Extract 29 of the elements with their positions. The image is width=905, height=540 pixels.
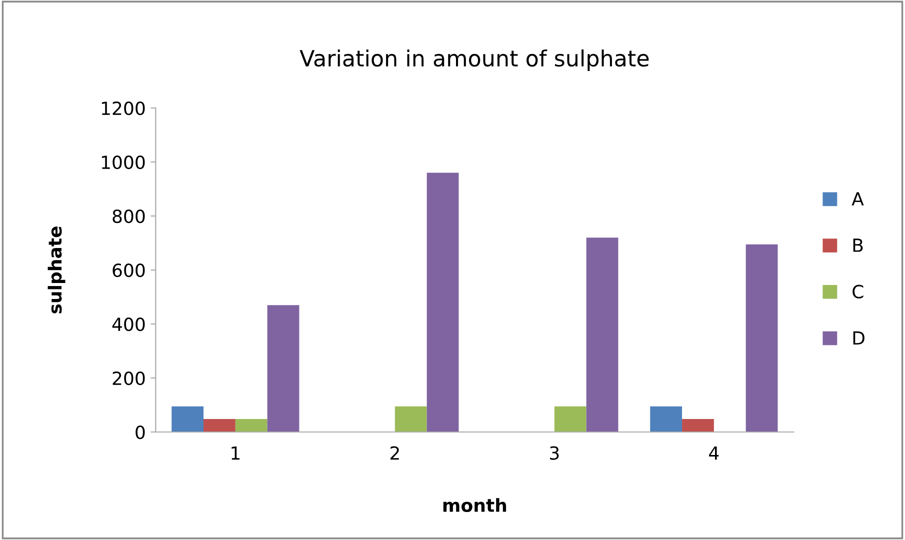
bar [204, 419, 236, 432]
x-axis-title: month [443, 498, 506, 512]
x-tick-label: 2 [390, 446, 399, 460]
bar [426, 172, 459, 432]
bar [746, 244, 778, 432]
x-tick-label: 1 [232, 446, 240, 460]
bar [267, 305, 300, 432]
y-tick-label: 600 [112, 263, 145, 278]
y-tick-label: 200 [112, 371, 145, 386]
y-tick-label: 1200 [102, 101, 145, 116]
legend-label: A [852, 192, 864, 206]
x-tick-label: 4 [709, 446, 719, 460]
bar [586, 238, 618, 432]
legend-label: B [853, 238, 863, 252]
chart-title: Variation in amount of sulphate [300, 49, 649, 71]
bar [650, 406, 682, 432]
bar [682, 419, 714, 432]
legend-label: C [852, 284, 864, 298]
y-tick-label: 800 [112, 209, 145, 224]
y-axis-title: sulphate [48, 226, 66, 314]
y-tick-label: 400 [112, 317, 145, 332]
bar [235, 419, 268, 432]
bar [554, 406, 586, 432]
bar [172, 406, 204, 432]
y-tick-label: 1000 [102, 155, 145, 170]
bar [394, 406, 427, 432]
y-tick-label: 0 [136, 425, 145, 440]
x-tick-label: 3 [550, 446, 559, 460]
legend-label: D [853, 331, 864, 345]
